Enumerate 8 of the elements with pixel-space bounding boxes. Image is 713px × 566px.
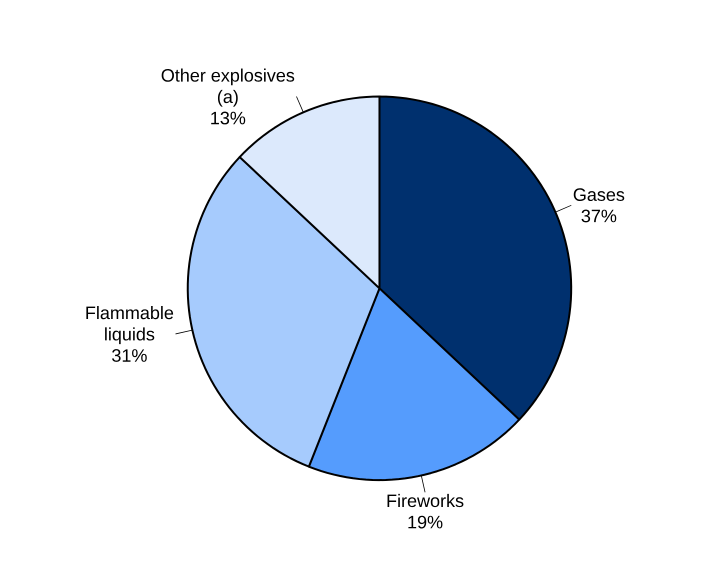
slice-label: Other explosives (a) bbox=[162, 68, 294, 107]
data-label: 19% bbox=[408, 516, 442, 528]
slice-label: Fireworks bbox=[388, 494, 464, 508]
slice-label: Flammable liquids bbox=[86, 306, 174, 344]
data-label: 37% bbox=[582, 210, 616, 222]
data-label: 31% bbox=[112, 349, 147, 362]
slice-label: Gases bbox=[574, 188, 624, 202]
data-label: 13% bbox=[211, 112, 246, 124]
